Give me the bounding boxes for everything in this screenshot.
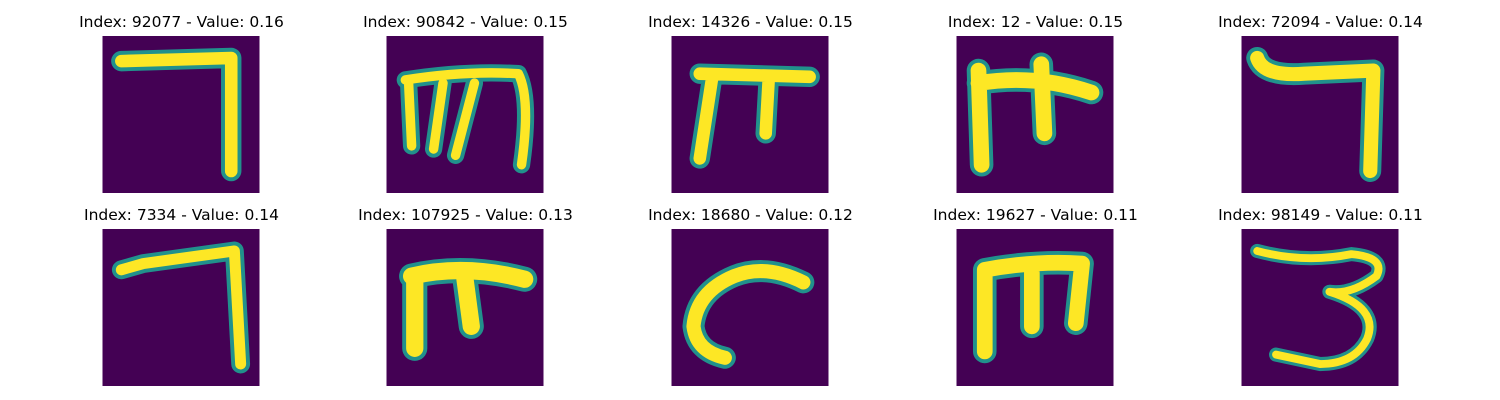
panel-title: Index: 12 - Value: 0.15 [947,13,1124,31]
panel: Index: 7334 - Value: 0.14 [39,205,324,395]
panel: Index: 107925 - Value: 0.13 [323,205,608,395]
panel-title: Index: 92077 - Value: 0.16 [79,13,284,31]
panel: Index: 98149 - Value: 0.11 [1178,205,1463,395]
panel: Index: 72094 - Value: 0.14 [1178,12,1463,202]
panel-title: Index: 107925 - Value: 0.13 [358,206,573,224]
digit-image [102,229,260,386]
panel: Index: 18680 - Value: 0.12 [608,205,893,395]
digit-image [386,36,544,193]
digit-image [1241,229,1399,386]
panel: Index: 12 - Value: 0.15 [893,12,1178,202]
panel-title: Index: 19627 - Value: 0.11 [933,206,1138,224]
digit-image [1241,36,1399,193]
panel: Index: 19627 - Value: 0.11 [893,205,1178,395]
panel-title: Index: 18680 - Value: 0.12 [648,206,853,224]
panel: Index: 90842 - Value: 0.15 [323,12,608,202]
panel-title: Index: 7334 - Value: 0.14 [84,206,279,224]
panel-title: Index: 72094 - Value: 0.14 [1218,13,1423,31]
digit-image [956,36,1114,193]
panel: Index: 14326 - Value: 0.15 [608,12,893,202]
panel-title: Index: 98149 - Value: 0.11 [1218,206,1423,224]
digit-image [671,36,829,193]
panel-title: Index: 14326 - Value: 0.15 [648,13,853,31]
panel: Index: 92077 - Value: 0.16 [39,12,324,202]
digit-image [386,229,544,386]
digit-image [102,36,260,193]
digit-image [671,229,829,386]
panel-title: Index: 90842 - Value: 0.15 [363,13,568,31]
digit-image [956,229,1114,386]
